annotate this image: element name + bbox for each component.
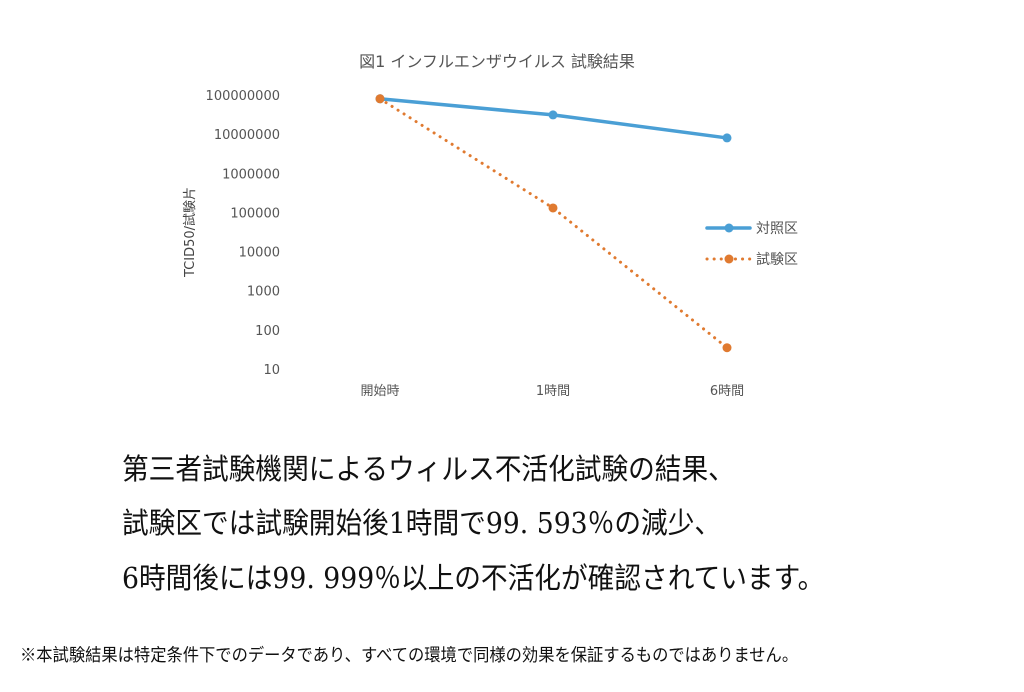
legend-label: 対照区 <box>756 221 798 237</box>
data-point <box>722 133 732 143</box>
data-point <box>722 343 732 353</box>
x-tick-label: 6時間 <box>710 384 744 399</box>
y-tick-label: 1000 <box>247 285 280 300</box>
y-tick-label: 100000 <box>230 206 280 221</box>
y-tick-label: 10 <box>263 363 280 378</box>
y-axis-label: TCID50/試験片 <box>182 187 198 278</box>
y-tick-label: 100000000 <box>206 89 280 104</box>
data-point <box>548 203 558 213</box>
series-line-2 <box>378 97 729 350</box>
caption-line-2: 試験区では試験開始後1時間で99. 593％の減少、 <box>122 506 722 540</box>
chart: 図1 インフルエンザウイルス 試験結果 TCID50/試験片 100000000… <box>182 52 798 399</box>
y-tick-label: 10000000 <box>214 128 280 143</box>
caption-line-1: 第三者試験機関によるウィルス不活化試験の結果、 <box>122 452 735 486</box>
y-tick-label: 100 <box>255 324 280 339</box>
chart-title: 図1 インフルエンザウイルス 試験結果 <box>359 52 635 71</box>
y-tick-label: 10000 <box>239 246 280 261</box>
legend-marker <box>724 223 734 233</box>
x-tick-label: 1時間 <box>536 384 570 399</box>
y-tick-label: 1000000 <box>222 167 280 182</box>
data-point <box>548 110 558 120</box>
legend-marker <box>724 254 734 264</box>
legend-label: 試験区 <box>756 252 798 268</box>
data-point <box>375 94 385 104</box>
footnote: ※本試験結果は特定条件下でのデータであり、すべての環境で同様の効果を保証するもの… <box>20 646 799 666</box>
x-tick-label: 開始時 <box>360 384 399 399</box>
caption-line-3: 6時間後には99. 999％以上の不活化が確認されています。 <box>122 561 825 595</box>
